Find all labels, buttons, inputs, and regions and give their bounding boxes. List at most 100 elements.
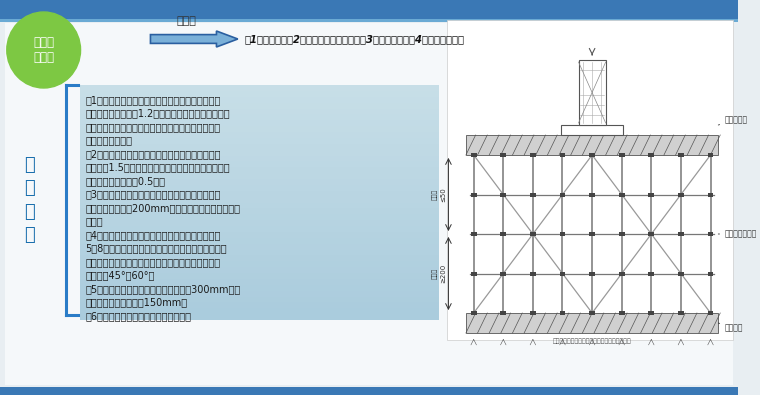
Bar — [559, 311, 565, 315]
Bar — [559, 153, 565, 157]
Text: （3）扫地杆：必须设置纵横向扫地杆，纵向扫地杆: （3）扫地杆：必须设置纵横向扫地杆，纵向扫地杆 — [85, 190, 221, 199]
Bar — [708, 153, 714, 157]
Polygon shape — [150, 31, 238, 47]
Text: 下方。: 下方。 — [85, 216, 103, 226]
Bar — [80, 173, 439, 179]
Bar — [80, 214, 439, 220]
Text: 基础板板: 基础板板 — [718, 323, 743, 333]
Bar — [530, 153, 536, 157]
Bar — [80, 132, 439, 138]
Bar — [80, 144, 439, 150]
Bar — [80, 232, 439, 238]
Bar — [500, 192, 506, 196]
Text: （6）若存在多层地下室，应逐层加固。: （6）若存在多层地下室，应逐层加固。 — [85, 311, 192, 321]
Bar — [470, 192, 477, 196]
Bar — [589, 271, 595, 275]
Bar — [678, 271, 684, 275]
Bar — [500, 271, 506, 275]
Bar — [80, 226, 439, 232]
Bar — [559, 271, 565, 275]
Bar — [80, 261, 439, 267]
Bar — [678, 311, 684, 315]
Bar — [559, 192, 565, 196]
Bar — [447, 20, 733, 340]
Bar — [678, 232, 684, 236]
Bar — [80, 185, 439, 191]
Bar — [619, 311, 625, 315]
Bar — [80, 303, 439, 308]
Bar — [466, 135, 718, 155]
Text: 倾角应为45°～60°。: 倾角应为45°～60°。 — [85, 271, 155, 280]
Bar — [80, 167, 439, 173]
Bar — [80, 220, 439, 226]
Bar — [80, 291, 439, 297]
Bar — [80, 209, 439, 214]
Text: 按计算按计算按计算按计算按计算按计算按计算: 按计算按计算按计算按计算按计算按计算按计算 — [553, 338, 632, 344]
Bar — [589, 192, 595, 196]
Bar — [708, 311, 714, 315]
Bar — [0, 0, 738, 20]
Text: 入立杆内长度不得小于150mm。: 入立杆内长度不得小于150mm。 — [85, 297, 188, 307]
Bar — [589, 232, 595, 236]
Text: 按计算: 按计算 — [432, 268, 438, 279]
Bar — [80, 179, 439, 185]
Bar — [648, 232, 654, 236]
Text: （1）立杆设置（2）水平杆、扫地杆设置（3）剪刀撑设置（4）可调托撑设置: （1）立杆设置（2）水平杆、扫地杆设置（3）剪刀撑设置（4）可调托撑设置 — [245, 34, 464, 44]
Bar — [500, 232, 506, 236]
Bar — [678, 192, 684, 196]
Bar — [470, 311, 477, 315]
Bar — [80, 244, 439, 250]
Bar — [80, 162, 439, 167]
Text: （1）立杆设置：立杆间距应按照计算书要求进行设: （1）立杆设置：立杆间距应按照计算书要求进行设 — [85, 95, 221, 105]
Bar — [470, 232, 477, 236]
Bar — [530, 271, 536, 275]
Bar — [80, 85, 439, 91]
Bar — [619, 153, 625, 157]
Bar — [80, 285, 439, 291]
Text: （4）剪刀撑：在支撑架外侧周边及内部纵、横向每: （4）剪刀撑：在支撑架外侧周边及内部纵、横向每 — [85, 230, 221, 240]
Bar — [708, 192, 714, 196]
Bar — [80, 109, 439, 115]
Text: ≥200: ≥200 — [441, 264, 447, 283]
Bar — [80, 314, 439, 320]
Bar — [530, 311, 536, 315]
Bar — [80, 103, 439, 109]
Bar — [80, 279, 439, 285]
Bar — [80, 115, 439, 120]
Text: 荷载值，按要求设置水平剪刀撑。剪刀撑斜杆与地面: 荷载值，按要求设置水平剪刀撑。剪刀撑斜杆与地面 — [85, 257, 220, 267]
Text: 剪刀撑连续设置: 剪刀撑连续设置 — [718, 229, 758, 239]
Text: 深化点: 深化点 — [176, 16, 196, 26]
Bar — [578, 60, 606, 125]
Bar — [0, 19, 738, 22]
Bar — [470, 271, 477, 275]
Text: 按计算: 按计算 — [432, 189, 438, 200]
Bar — [678, 153, 684, 157]
Text: 外排布立杆，最外侧立杆应超出基础范围。立杆底宜: 外排布立杆，最外侧立杆应超出基础范围。立杆底宜 — [85, 122, 220, 132]
Bar — [708, 232, 714, 236]
Bar — [500, 311, 506, 315]
Text: 深
化
原
则: 深 化 原 则 — [24, 156, 34, 245]
Bar — [648, 192, 654, 196]
Text: 5～8米，由底至顶连续设置剪刀撑。根据架体高度和: 5～8米，由底至顶连续设置剪刀撑。根据架体高度和 — [85, 243, 227, 254]
Bar — [80, 203, 439, 209]
Bar — [648, 311, 654, 315]
Bar — [708, 271, 714, 275]
Bar — [80, 126, 439, 132]
Bar — [0, 387, 738, 395]
Bar — [561, 125, 623, 135]
Bar — [648, 153, 654, 157]
Bar — [619, 192, 625, 196]
Bar — [500, 153, 506, 157]
Bar — [80, 156, 439, 162]
Bar — [80, 120, 439, 126]
Text: 不应大于1.5米，顶部水平杆设置应保证立杆伸出顶层: 不应大于1.5米，顶部水平杆设置应保证立杆伸出顶层 — [85, 162, 230, 173]
Bar — [80, 138, 439, 144]
Bar — [470, 153, 477, 157]
Bar — [80, 191, 439, 197]
Bar — [80, 238, 439, 244]
Text: （5）可调托撑：螺杆伸出长度不宜超过300mm，插: （5）可调托撑：螺杆伸出长度不宜超过300mm，插 — [85, 284, 241, 294]
Bar — [80, 308, 439, 314]
Text: 置，且间距不应大于1.2米。从标准节中心位置开始向: 置，且间距不应大于1.2米。从标准节中心位置开始向 — [85, 109, 230, 118]
Bar — [80, 150, 439, 156]
Bar — [80, 267, 439, 273]
